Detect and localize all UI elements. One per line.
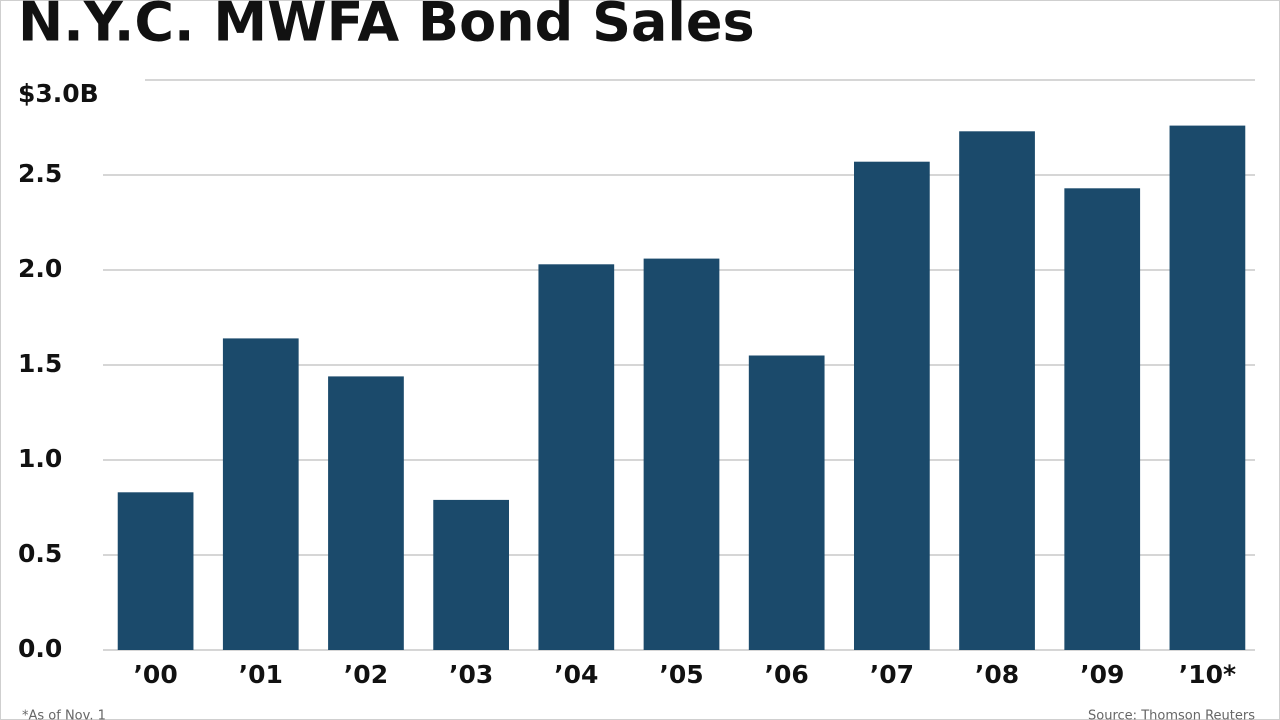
source: Source: Thomson Reuters [1088, 709, 1255, 720]
y-tick-label: 0.0 [18, 634, 62, 663]
bar [1064, 188, 1141, 651]
x-tick-label: ’07 [870, 660, 914, 689]
y-tick-label: $3.0B [18, 79, 99, 108]
bar [117, 492, 194, 650]
x-tick-label: ’09 [1080, 660, 1124, 689]
bar [1169, 125, 1246, 651]
bar [328, 376, 404, 650]
y-tick-label: 2.5 [18, 159, 62, 188]
chart-title: N.Y.C. MWFA Bond Sales [18, 0, 755, 54]
x-tick-label: ’08 [975, 660, 1019, 689]
y-tick-label: 0.5 [18, 539, 62, 568]
footnote: *As of Nov. 1 [22, 709, 106, 720]
x-tick-label: ’02 [344, 660, 388, 689]
bar [222, 338, 299, 650]
x-tick-label: ’05 [659, 660, 703, 689]
x-tick-label: ’04 [554, 660, 598, 689]
bar [643, 258, 720, 650]
bar [959, 131, 1035, 651]
bar [748, 355, 825, 650]
bar [538, 264, 615, 650]
x-tick-label: ’01 [239, 660, 283, 689]
bar [433, 499, 510, 650]
bar [853, 161, 930, 650]
x-tick-label: ’03 [449, 660, 493, 689]
x-tick-label: ’00 [133, 660, 177, 689]
y-tick-label: 1.5 [18, 349, 62, 378]
y-tick-label: 1.0 [18, 444, 62, 473]
x-tick-label: ’06 [765, 660, 809, 689]
x-tick-label: ’10* [1179, 660, 1236, 689]
y-tick-label: 2.0 [18, 254, 62, 283]
